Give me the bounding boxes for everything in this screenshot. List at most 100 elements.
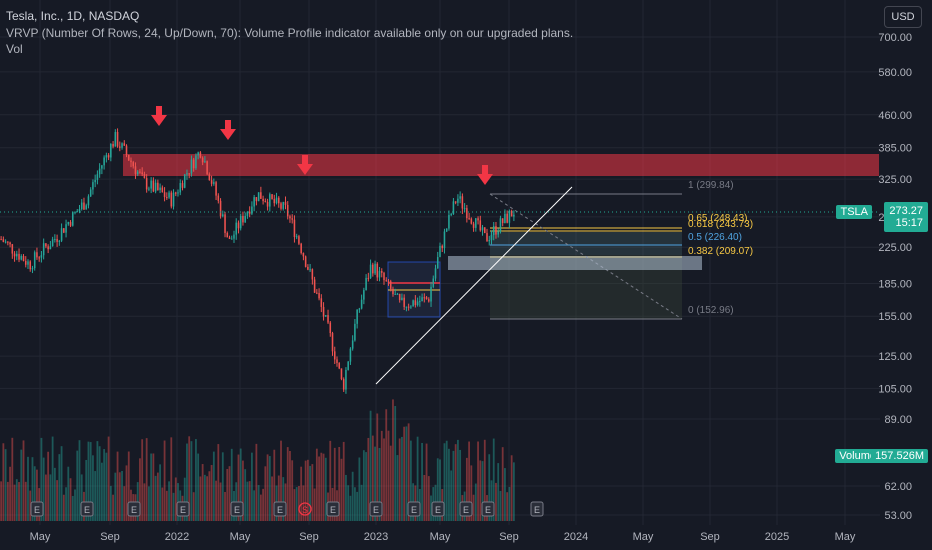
earnings-marker[interactable]: E (176, 501, 190, 517)
volume-bar (230, 448, 233, 521)
earnings-marker[interactable]: E (459, 501, 473, 517)
candle-body (468, 218, 470, 220)
time-axis[interactable]: May Sep 2022 May Sep 2023 May Sep 2024 May Sep 2025… (30, 531, 856, 543)
resistance-zone[interactable] (123, 154, 879, 176)
candle-body (497, 231, 499, 235)
candle-body (38, 257, 40, 259)
volume-bar (369, 410, 372, 521)
split-marker[interactable]: S (298, 502, 312, 516)
candle-body (300, 243, 302, 254)
candle-body (439, 245, 441, 258)
volume-bar (248, 481, 251, 521)
earnings-marker[interactable]: E (530, 501, 544, 517)
volume-bar (58, 454, 61, 521)
volume-bar (459, 449, 462, 521)
earnings-marker[interactable]: E (326, 501, 340, 517)
candle-body (253, 197, 255, 207)
volume-bar (380, 430, 383, 521)
price-tick-label: 89.00 (884, 414, 912, 426)
candle-body (114, 132, 117, 147)
time-tick-label: 2022 (165, 531, 189, 543)
earnings-marker[interactable]: E (127, 501, 141, 517)
volume-bar (396, 455, 399, 521)
earnings-marker[interactable]: E (369, 501, 383, 517)
volume-bar (190, 441, 193, 521)
volume-bar (199, 476, 202, 521)
earnings-marker[interactable]: E (431, 501, 445, 517)
volume-bar (490, 480, 493, 521)
candle-body (378, 271, 381, 278)
volume-bar (109, 485, 112, 521)
consolidation-box[interactable] (387, 261, 441, 318)
fib-label-065: 0.65 (248.43) (688, 213, 748, 224)
earnings-marker[interactable]: E (30, 501, 44, 517)
earnings-marker[interactable]: E (481, 501, 495, 517)
candle-body (363, 290, 365, 300)
volume-bar (253, 490, 256, 521)
earnings-marker[interactable]: E (80, 501, 94, 517)
volume-bar (141, 439, 144, 521)
volume-bar (315, 448, 318, 521)
marker-letter: S (302, 505, 308, 515)
volume-bar (259, 494, 262, 521)
volume-bar (78, 440, 81, 521)
volume-bar (212, 451, 215, 521)
volume-bar (2, 443, 5, 521)
candle-body (389, 281, 392, 289)
currency-button[interactable]: USD (884, 6, 922, 28)
candle-body (85, 205, 87, 210)
marker-letter: E (373, 505, 379, 515)
candle-body (195, 155, 197, 169)
candle-body (204, 161, 206, 163)
countdown-value: 15:17 (895, 217, 923, 229)
volume-bar (367, 437, 370, 521)
volume-bar (472, 494, 475, 521)
volume-bar (257, 485, 260, 521)
candle-body (69, 222, 72, 226)
candle-body (280, 203, 282, 209)
price-tick-label: 125.00 (878, 351, 912, 363)
volume-bar (492, 438, 495, 521)
candle-body (152, 180, 155, 192)
symbol-title[interactable]: Tesla, Inc., 1D, NASDAQ (6, 9, 140, 23)
volume-bar (255, 443, 258, 521)
volume-bar (295, 487, 298, 521)
last-price-value: 273.27 (889, 205, 923, 217)
candle-body (150, 180, 152, 189)
volume-bar (289, 450, 291, 521)
marker-letter: E (84, 505, 90, 515)
candle-body (425, 297, 428, 300)
earnings-marker[interactable]: E (407, 501, 421, 517)
volume-bar (121, 470, 123, 521)
candle-body (298, 236, 300, 244)
price-tick-label: 460.00 (878, 110, 912, 122)
candle-body (45, 243, 47, 247)
fib-label-0618: 0.618 (243.73) (688, 219, 753, 230)
volume-bar (430, 495, 432, 521)
earnings-marker[interactable]: E (230, 501, 244, 517)
price-candles (0, 128, 515, 394)
price-tick-label: 155.00 (878, 311, 912, 323)
candle-body (331, 333, 334, 352)
trend-line[interactable] (375, 186, 573, 385)
earnings-marker[interactable]: E (273, 501, 287, 517)
volume-bar (197, 453, 200, 521)
marker-letter: E (485, 505, 491, 515)
candle-body (441, 245, 444, 249)
indicator-legend: VRVP (Number Of Rows, 24, Up/Down, 70): … (6, 26, 574, 40)
candle-body (316, 292, 318, 294)
marker-letter: E (330, 505, 336, 515)
volume-bar (291, 460, 294, 521)
support-zone[interactable] (448, 256, 702, 270)
volume-bar (358, 457, 361, 521)
volume-bar (221, 452, 224, 521)
candle-body (18, 253, 20, 260)
volume-bar (118, 472, 121, 521)
volume-bar (210, 465, 213, 521)
candle-body (170, 192, 173, 207)
candle-body (174, 192, 177, 194)
candle-body (452, 201, 455, 215)
candle-body (49, 246, 52, 250)
candle-body (148, 188, 150, 190)
